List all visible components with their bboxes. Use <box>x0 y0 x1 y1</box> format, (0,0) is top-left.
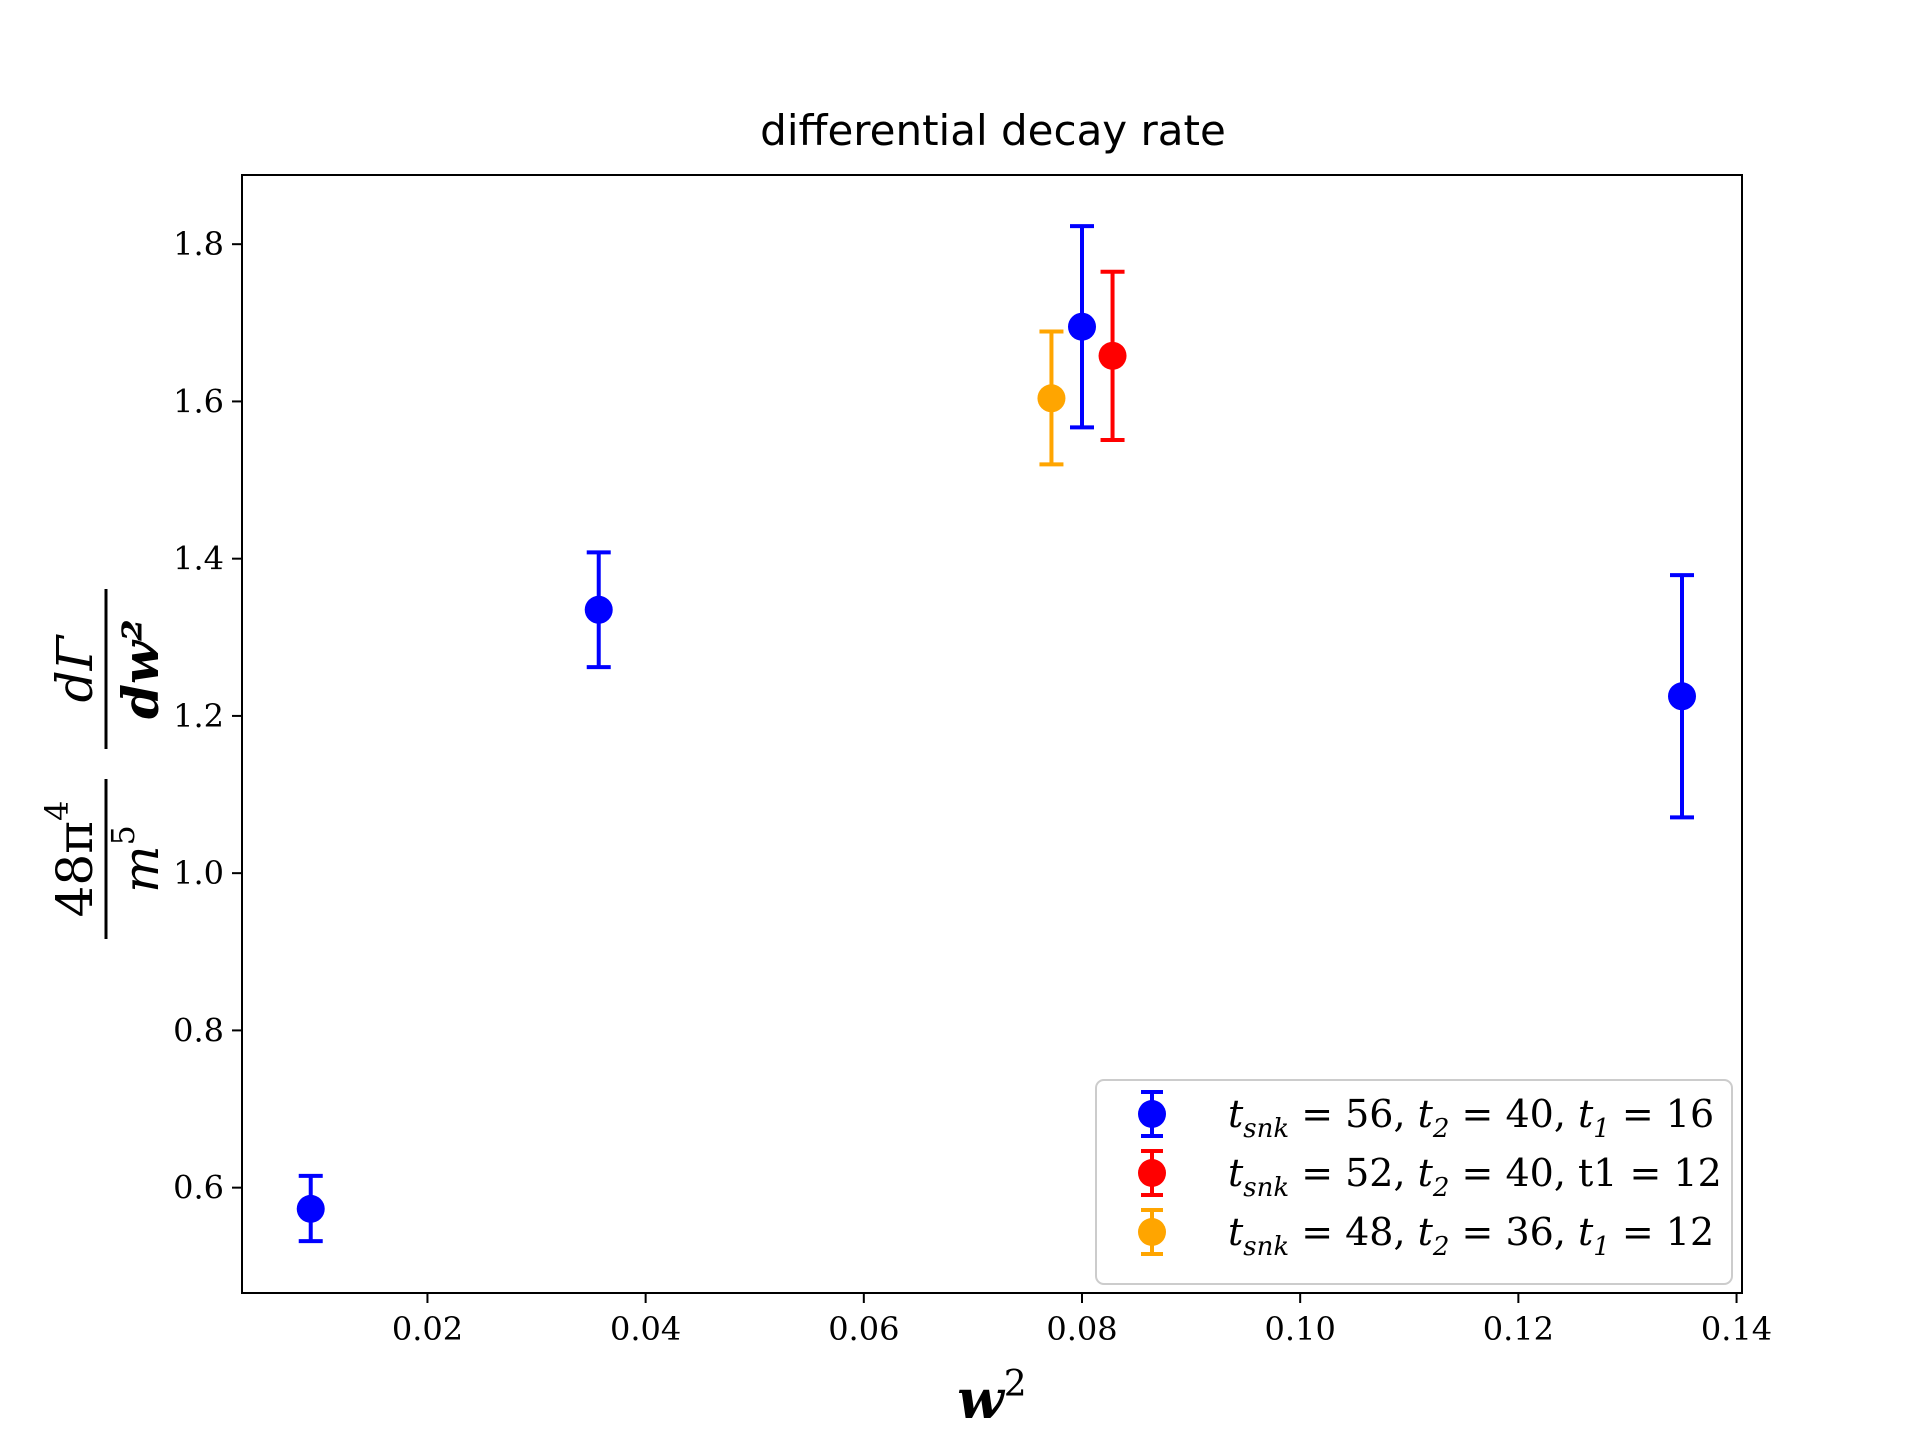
data-point <box>1037 384 1066 413</box>
data-point-with-error <box>1037 329 1066 467</box>
legend-label: tsnk = 48, t2 = 36, t1 = 12 <box>1228 1210 1714 1262</box>
legend-box <box>1095 1079 1733 1285</box>
y-tick-label: 1.6 <box>173 382 224 420</box>
axes-frame <box>241 174 1743 1294</box>
x-axis-label-text: w2 <box>957 1364 1026 1431</box>
y-tick-label: 0.6 <box>173 1169 224 1207</box>
x-tick-label: 0.12 <box>1483 1310 1554 1348</box>
legend-label: tsnk = 52, t2 = 40, t1 = 12 <box>1228 1151 1722 1203</box>
y-label-frac-bottom: dw² <box>111 619 170 719</box>
y-tick-label: 1.2 <box>173 697 224 735</box>
y-label-numerator: 48π4 <box>38 801 104 918</box>
data-point-with-error <box>1098 269 1127 442</box>
data-point <box>1098 341 1127 370</box>
data-point-with-error <box>296 1173 325 1244</box>
y-tick-label: 1.0 <box>173 854 224 892</box>
data-point <box>1068 312 1096 341</box>
chart-title: differential decay rate <box>760 106 1226 155</box>
legend-marker <box>1138 1159 1166 1187</box>
y-tick-label: 1.8 <box>173 225 224 263</box>
legend-marker <box>1138 1100 1166 1128</box>
data-point <box>584 595 613 624</box>
y-tick-label: 0.8 <box>173 1011 224 1049</box>
x-tick-label: 0.02 <box>392 1310 463 1348</box>
x-tick-label: 0.14 <box>1701 1310 1772 1348</box>
x-tick-label: 0.06 <box>828 1310 899 1348</box>
legend-label: tsnk = 56, t2 = 40, t1 = 16 <box>1228 1092 1714 1144</box>
x-tick-label: 0.08 <box>1046 1310 1117 1348</box>
data-point <box>1668 682 1696 711</box>
legend-marker <box>1138 1218 1166 1246</box>
x-tick-label: 0.04 <box>610 1310 681 1348</box>
data-point-with-error <box>1668 573 1696 820</box>
x-axis-label: w2 <box>957 1364 1026 1431</box>
y-label-denominator: m5 <box>104 825 170 893</box>
y-tick-label: 1.4 <box>173 540 224 578</box>
y-label-frac-top: dΓ <box>46 633 104 702</box>
legend: tsnk = 56, t2 = 40, t1 = 16 tsnk = 52, t2… <box>1095 1079 1733 1285</box>
data-point <box>296 1194 325 1223</box>
data-point-with-error <box>1068 224 1096 430</box>
x-tick-label: 0.10 <box>1265 1310 1336 1348</box>
data-point-with-error <box>584 550 613 670</box>
